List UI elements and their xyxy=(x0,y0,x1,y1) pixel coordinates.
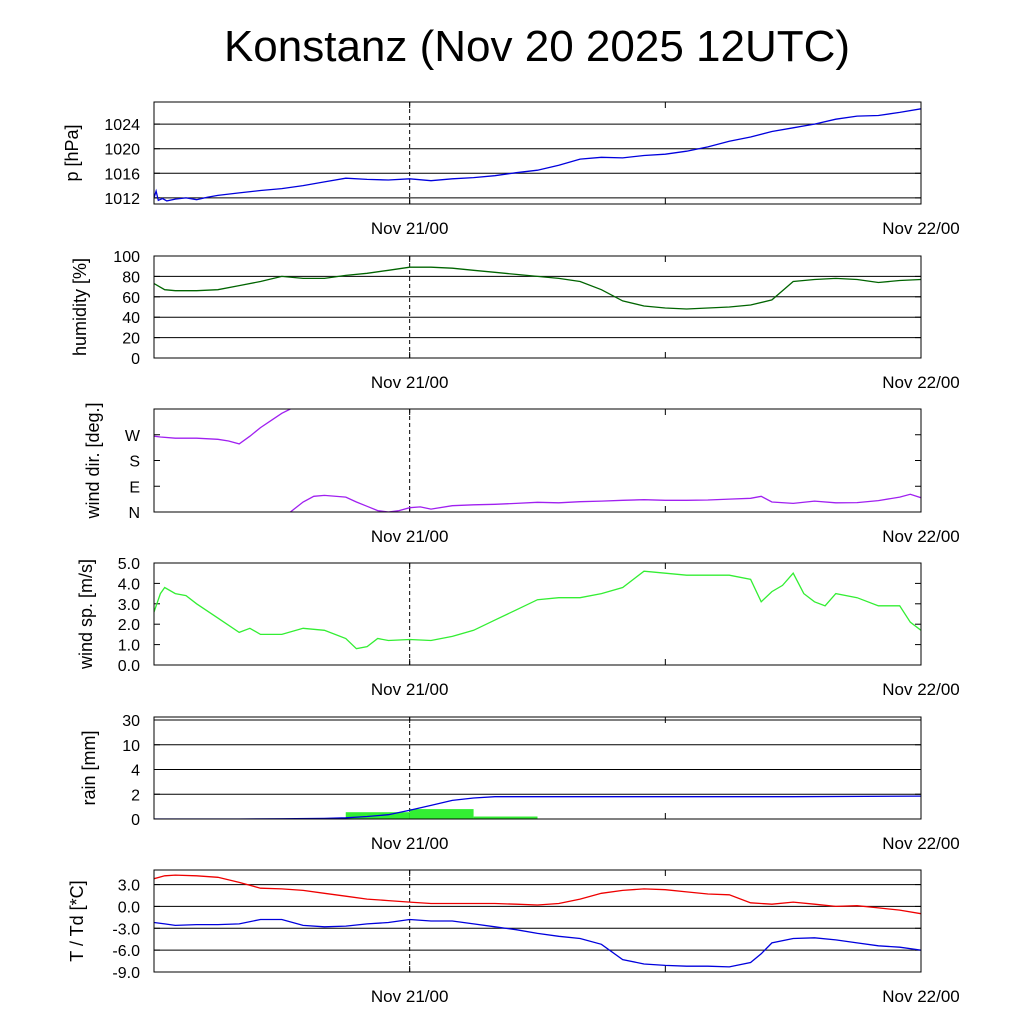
y-tick-label: E xyxy=(129,479,140,496)
y-tick-label: 30 xyxy=(122,713,140,730)
x-tick-label: Nov 21/00 xyxy=(371,680,449,699)
panel-frame xyxy=(153,255,922,359)
y-tick-label: -9.0 xyxy=(112,965,140,982)
panel-frame xyxy=(153,869,922,973)
x-tick-label: Nov 22/00 xyxy=(882,527,960,546)
y-tick-label: 0.0 xyxy=(118,658,140,675)
x-tick-label: Nov 22/00 xyxy=(882,680,960,699)
y-axis-label: rain [mm] xyxy=(79,730,99,805)
y-tick-label: W xyxy=(125,428,141,445)
y-axis-label: wind sp. [m/s] xyxy=(76,559,96,670)
y-tick-label: -3.0 xyxy=(112,921,140,938)
panel-frame xyxy=(153,716,922,820)
panel-frame xyxy=(153,101,922,205)
y-tick-label: 0.0 xyxy=(118,899,140,916)
panel-wind-speed: 0.0 1.0 2.0 3.0 4.0 5.0 Nov 21/00 Nov 22/00 wind… xyxy=(76,556,960,699)
x-tick-label: Nov 21/00 xyxy=(371,527,449,546)
y-tick-label: 2.0 xyxy=(118,617,140,634)
y-tick-label: 0 xyxy=(131,351,140,368)
y-tick-label: 1024 xyxy=(104,117,140,134)
panel-frame xyxy=(153,562,922,666)
rain-bar xyxy=(473,816,538,819)
panel-temperature-dew-point: -9.0 -6.0 -3.0 0.0 3.0 Nov 21/00 Nov 22/00 T / … xyxy=(67,869,960,1006)
y-tick-label: 40 xyxy=(122,310,140,327)
y-tick-label: 100 xyxy=(113,249,140,266)
y-tick-label: 3.0 xyxy=(118,878,140,895)
y-tick-label: 0 xyxy=(131,812,140,829)
panel-frame xyxy=(153,408,922,513)
y-tick-label: 2 xyxy=(131,787,140,804)
series-line-0 xyxy=(154,266,921,310)
y-axis-label: T / Td [*C] xyxy=(67,880,87,961)
x-tick-label: Nov 21/00 xyxy=(371,373,449,392)
series-line-0 xyxy=(154,795,921,819)
y-axis-label: p [hPa] xyxy=(62,124,82,181)
y-tick-label: 1020 xyxy=(104,142,140,159)
y-tick-label: 80 xyxy=(122,269,140,286)
y-tick-label: 60 xyxy=(122,290,140,307)
x-tick-label: Nov 21/00 xyxy=(371,219,449,238)
y-axis-label: humidity [%] xyxy=(70,258,90,356)
x-tick-label: Nov 22/00 xyxy=(882,373,960,392)
y-tick-label: 1.0 xyxy=(118,638,140,655)
y-tick-label: N xyxy=(128,505,140,522)
chart-title: Konstanz (Nov 20 2025 12UTC) xyxy=(223,22,851,71)
y-tick-label: 4.0 xyxy=(118,576,140,593)
series-line-0 xyxy=(154,570,921,650)
y-tick-label: -6.0 xyxy=(112,943,140,960)
y-tick-label: 1016 xyxy=(104,166,140,183)
y-tick-label: 20 xyxy=(122,331,140,348)
y-tick-label: 4 xyxy=(131,763,140,780)
series-line-1 xyxy=(289,493,921,512)
x-tick-label: Nov 21/00 xyxy=(371,987,449,1006)
x-tick-label: Nov 21/00 xyxy=(371,834,449,853)
x-tick-label: Nov 22/00 xyxy=(882,219,960,238)
panel-pressure: 1012 1016 1020 1024 Nov 21/00 Nov 22/00 p [hPa… xyxy=(62,101,960,238)
x-tick-label: Nov 22/00 xyxy=(882,987,960,1006)
series-line-0 xyxy=(154,409,291,445)
y-axis-label: wind dir. [deg.] xyxy=(83,402,103,519)
panel-rain: 0 2 4 10 30 Nov 21/00 Nov 22/00 rain [mm] xyxy=(79,713,960,853)
y-tick-label: 1012 xyxy=(104,191,140,208)
panel-humidity: 0 20 40 60 80 100 Nov 21/00 Nov 22/00 humidity [… xyxy=(70,249,960,392)
y-tick-label: 10 xyxy=(122,738,140,755)
series-line-0 xyxy=(154,874,921,915)
y-tick-label: S xyxy=(129,454,140,471)
x-tick-label: Nov 22/00 xyxy=(882,834,960,853)
y-tick-label: 5.0 xyxy=(118,556,140,573)
y-tick-label: 3.0 xyxy=(118,597,140,614)
rain-bar xyxy=(409,809,474,819)
series-line-1 xyxy=(154,918,921,968)
series-line-0 xyxy=(154,108,921,202)
